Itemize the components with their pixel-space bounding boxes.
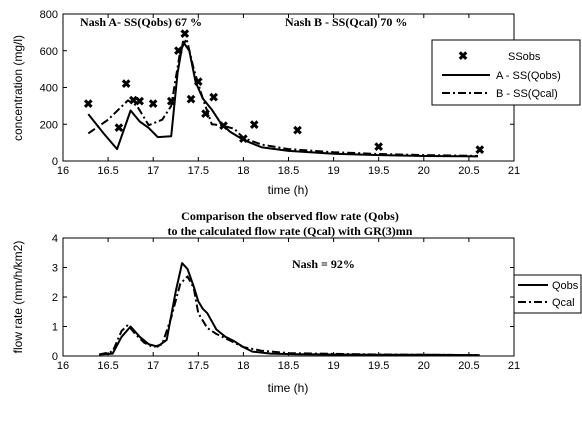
data-point-ssobs: ✖: [180, 27, 190, 41]
x-tick-label: 16.5: [97, 360, 118, 372]
x-tick-label: 20: [418, 165, 430, 177]
series-group: [98, 262, 480, 357]
data-point-ssobs: ✖: [148, 97, 158, 111]
x-tick-label: 17: [147, 360, 159, 372]
annotation-nash: Nash = 92%: [292, 257, 355, 271]
chart-title: Comparison the observed flow rate (Qobs): [181, 209, 399, 223]
x-tick-label: 19: [327, 360, 339, 372]
x-tick-label: 19.5: [368, 360, 389, 372]
data-point-ssobs: ✖: [209, 91, 219, 105]
x-tick-label: 18: [237, 360, 249, 372]
tick-labels: 16 16.5 17 17.5 18 18.5 19 19.5 20 20.5 21 0 1 2 3 4: [52, 233, 520, 372]
chart-subtitle: to the calculated flow rate (Qcal) with …: [168, 224, 413, 238]
x-tick-label: 16: [57, 165, 69, 177]
data-point-ssobs: ✖: [475, 143, 485, 157]
x-tick-label: 17.5: [188, 165, 209, 177]
y-tick-label: 600: [40, 46, 58, 58]
y-tick-label: 400: [40, 83, 58, 95]
x-tick-label: 19: [327, 165, 339, 177]
legend-marker-ssobs: ✖: [458, 49, 468, 63]
y-tick-label: 0: [52, 156, 58, 168]
y-tick-label: 4: [52, 233, 58, 245]
series-group: ✖✖✖✖✖ ✖ ✖✖✖✖✖✖✖✖✖✖ ✖✖ ✖: [83, 27, 485, 158]
data-point-ssobs: ✖: [249, 118, 259, 132]
x-tick-label: 17: [147, 165, 159, 177]
y-axis-label: concentration (mg/l): [11, 35, 25, 141]
legend: Qobs Qcal: [513, 274, 582, 314]
data-point-ssobs: ✖: [166, 94, 176, 108]
y-tick-label: 0: [52, 351, 58, 363]
x-tick-label: 16: [57, 360, 69, 372]
series-line-qobs: [99, 262, 480, 357]
legend-box: [513, 274, 582, 314]
series-line-a-ss-qobs: [87, 40, 478, 158]
plot-frame: [62, 237, 515, 357]
axis-ticks: [62, 237, 515, 357]
data-point-ssobs: ✖: [121, 77, 131, 91]
annotation-nash-b: Nash B - SS(Qcal) 70 %: [285, 15, 407, 29]
data-point-ssobs: ✖: [186, 92, 196, 106]
y-axis-label: flow rate (mm/h/km2): [11, 241, 25, 354]
x-tick-label: 21: [508, 360, 520, 372]
x-tick-label: 18.5: [278, 165, 299, 177]
y-tick-label: 1: [52, 322, 58, 334]
y-tick-label: 200: [40, 119, 58, 131]
flow-rate-chart: Comparison the observed flow rate (Qobs)…: [11, 209, 582, 395]
concentration-chart: 16 16.5 17 17.5 18 18.5 19 19.5 20 20.5 21 0 200 400 6…: [11, 9, 581, 197]
legend-label-b: B - SS(Qcal): [496, 88, 558, 100]
data-point-ssobs: ✖: [200, 107, 210, 121]
x-tick-label: 16.5: [97, 165, 118, 177]
series-line-b-ss-qcal: [87, 37, 478, 157]
legend-label-qobs: Qobs: [552, 280, 579, 292]
series-line-qcal: [98, 275, 480, 357]
x-tick-label: 19.5: [368, 165, 389, 177]
y-tick-label: 3: [52, 263, 58, 275]
data-point-ssobs: ✖: [173, 44, 183, 58]
x-tick-label: 18.5: [278, 360, 299, 372]
legend: ✖ SSobs A - SS(Qobs) B - SS(Qcal): [431, 39, 581, 106]
legend-box: [431, 39, 581, 106]
tick-labels: 16 16.5 17 17.5 18 18.5 19 19.5 20 20.5 21 0 200 400 6…: [40, 9, 520, 177]
legend-label-a: A - SS(Qobs): [496, 70, 561, 82]
x-axis-label: time (h): [268, 381, 309, 395]
data-point-ssobs: ✖: [128, 93, 138, 107]
x-axis-label: time (h): [268, 183, 309, 197]
x-tick-label: 20.5: [458, 360, 479, 372]
y-tick-label: 2: [52, 292, 58, 304]
data-point-ssobs: ✖: [374, 140, 384, 154]
x-tick-label: 20.5: [458, 165, 479, 177]
legend-label-ssobs: SSobs: [508, 51, 541, 63]
data-point-ssobs: ✖: [135, 94, 145, 108]
x-tick-label: 21: [508, 165, 520, 177]
x-tick-label: 18: [237, 165, 249, 177]
x-tick-label: 17.5: [188, 360, 209, 372]
data-point-ssobs: ✖: [83, 97, 93, 111]
y-tick-label: 800: [40, 9, 58, 21]
legend-label-qcal: Qcal: [552, 297, 575, 309]
data-point-ssobs: ✖: [292, 124, 302, 138]
data-point-ssobs: ✖: [114, 121, 124, 135]
x-tick-label: 20: [418, 360, 430, 372]
annotation-nash-a: Nash A- SS(Qobs) 67 %: [80, 15, 202, 29]
